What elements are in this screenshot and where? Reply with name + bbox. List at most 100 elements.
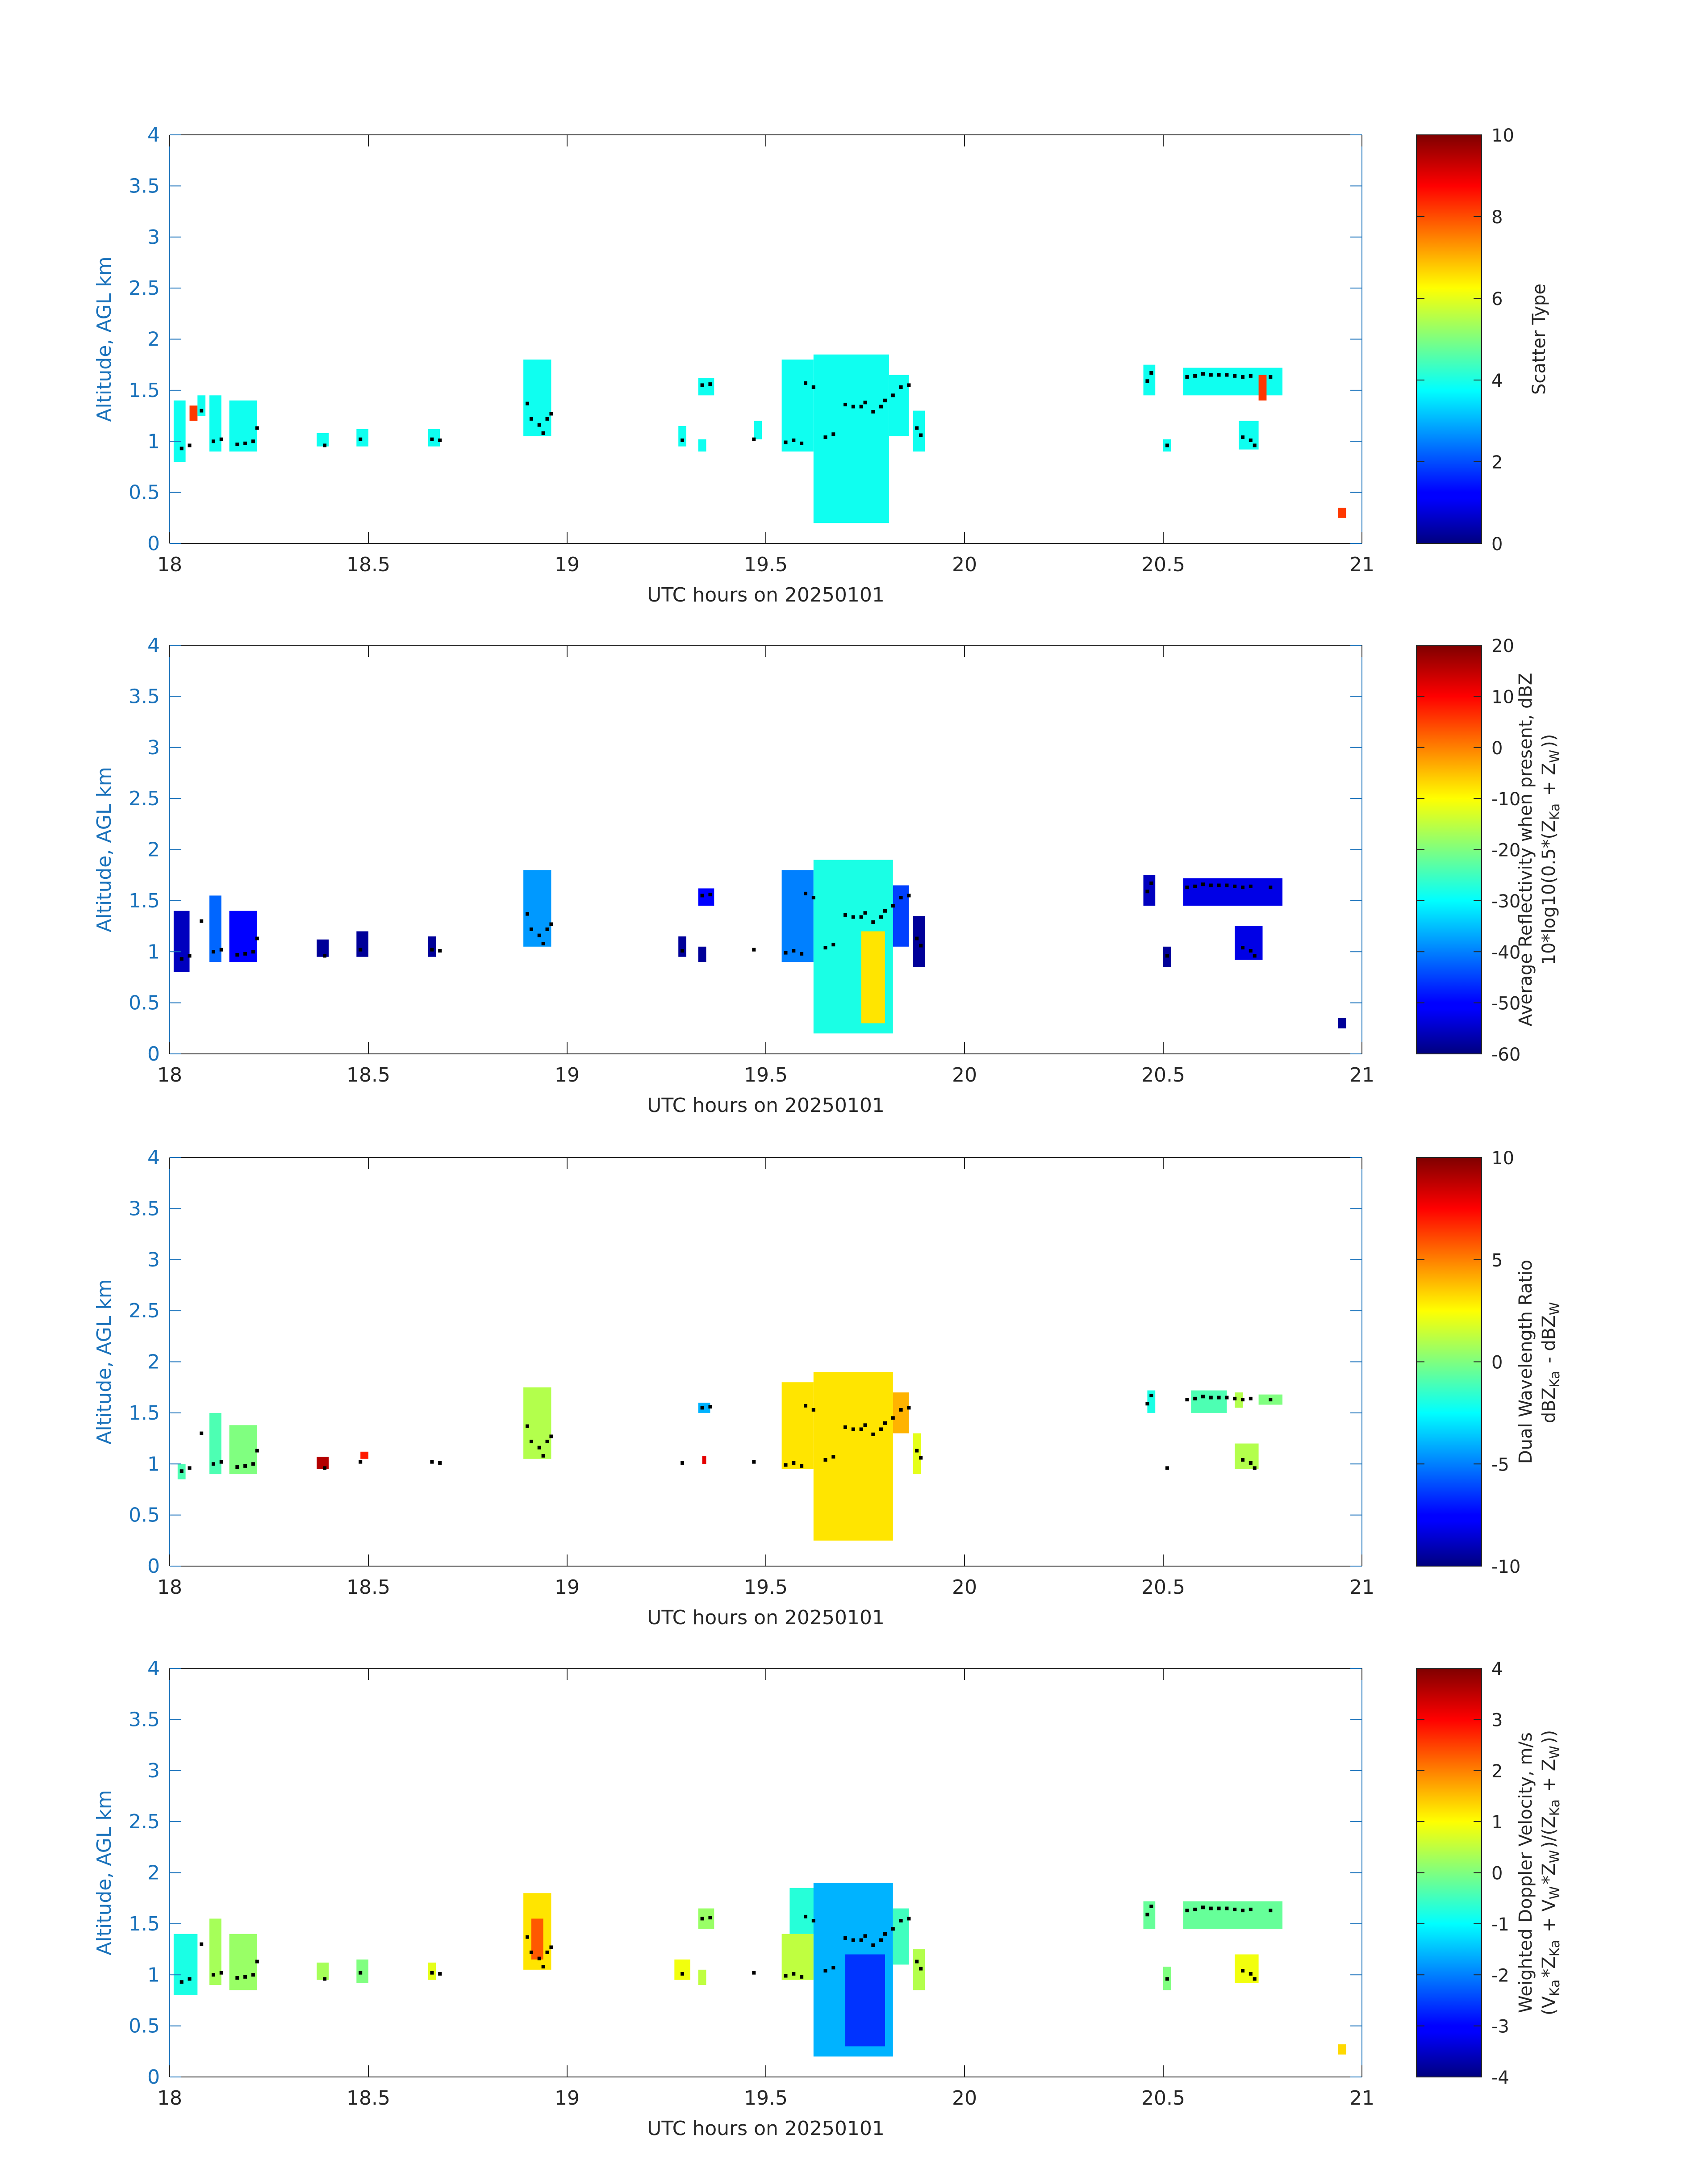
x-tick-label: 20 — [952, 1576, 977, 1599]
y-tick-label: 0 — [147, 1043, 160, 1066]
cloud-base-point — [1253, 1466, 1257, 1470]
cloud-base-point — [784, 440, 788, 444]
cloud-base-point — [1269, 1398, 1273, 1402]
heatmap-cell — [781, 1934, 814, 1980]
cloud-base-point — [545, 417, 549, 421]
heatmap-cell — [173, 1934, 198, 1995]
heatmap-cell — [1183, 878, 1282, 906]
heatmap-cell — [1235, 1392, 1243, 1408]
cloud-base-point — [188, 954, 192, 958]
cloud-base-point — [235, 953, 239, 957]
cloud-base-point — [831, 432, 835, 436]
cloud-base-point — [1249, 438, 1253, 442]
cloud-base-point — [831, 1966, 835, 1970]
cloud-base-point — [200, 409, 204, 413]
heatmap-cell — [356, 429, 368, 447]
cloud-base-point — [708, 1405, 712, 1409]
cloud-base-point — [1249, 1396, 1253, 1400]
heatmap-cell — [209, 895, 221, 962]
y-tick-label: 4 — [147, 1146, 160, 1169]
colorbar-tick-label: -10 — [1491, 789, 1520, 810]
heatmap-cell — [197, 395, 206, 416]
cloud-base-markers — [180, 1393, 1273, 1473]
cloud-base-point — [700, 894, 704, 898]
y-tick-label: 2.5 — [129, 787, 160, 810]
cloud-base-point — [1225, 1396, 1229, 1400]
cloud-base-point — [899, 896, 903, 900]
cloud-base-point — [859, 1938, 863, 1942]
cloud-base-point — [871, 920, 875, 924]
cloud-base-point — [545, 927, 549, 931]
cloud-base-point — [180, 1469, 184, 1473]
cloud-base-point — [200, 1942, 204, 1946]
cloud-base-point — [1165, 954, 1169, 958]
y-tick-label: 2.5 — [129, 1810, 160, 1833]
heatmap-cell — [893, 1908, 909, 1965]
cloud-base-point — [863, 1934, 867, 1938]
cloud-base-point — [844, 913, 847, 917]
heatmap-cell — [893, 885, 909, 947]
colorbar-label: Scatter Type — [1529, 284, 1549, 395]
heatmap-cell — [317, 433, 329, 447]
cloud-base-point — [1185, 375, 1189, 379]
cloud-base-point — [430, 437, 434, 441]
cloud-base-point — [219, 1460, 223, 1464]
cloud-base-point — [899, 1919, 903, 1923]
cloud-base-markers — [180, 371, 1273, 451]
cloud-base-point — [915, 426, 919, 430]
colorbar-tick-label: 10 — [1491, 1148, 1514, 1169]
cloud-base-point — [1217, 1396, 1221, 1400]
x-tick-label: 19.5 — [744, 1064, 788, 1086]
y-tick-label: 2 — [147, 1351, 160, 1374]
cloud-base-point — [681, 1972, 685, 1976]
cloud-base-point — [907, 1406, 911, 1410]
cloud-base-point — [188, 1977, 192, 1981]
cloud-base-point — [251, 1462, 255, 1466]
cloud-base-point — [804, 381, 807, 385]
x-tick-label: 18 — [157, 2087, 182, 2110]
cloud-base-point — [907, 894, 911, 898]
heatmap-cell — [189, 405, 198, 421]
cloud-base-point — [1165, 1466, 1169, 1470]
colorbar-tick-label: 0 — [1491, 534, 1503, 555]
cloud-base-point — [1241, 1398, 1244, 1402]
x-tick-label: 19.5 — [744, 2087, 788, 2110]
cloud-base-point — [1249, 884, 1253, 888]
heatmap-cell — [1338, 2044, 1346, 2055]
heatmap-cell — [173, 911, 190, 972]
cloud-base-point — [438, 438, 442, 442]
heatmap-cell — [1183, 368, 1282, 396]
colorbar-tick-label: 20 — [1491, 636, 1514, 656]
heatmap-cell — [356, 931, 368, 957]
cloud-base-point — [529, 1439, 533, 1443]
cloud-base-point — [1241, 1909, 1244, 1913]
cloud-base-point — [804, 891, 807, 895]
cloud-base-point — [792, 1461, 796, 1465]
cloud-base-point — [915, 1960, 919, 1964]
x-tick-label: 20.5 — [1141, 553, 1185, 576]
heatmap-cells — [177, 1372, 1282, 1541]
heatmap-cell — [209, 1412, 221, 1475]
cloud-base-point — [537, 1446, 541, 1450]
cloud-base-point — [891, 393, 895, 397]
cloud-base-point — [800, 1975, 804, 1979]
y-tick-label: 4 — [147, 124, 160, 146]
cloud-base-point — [188, 1466, 192, 1470]
colorbar-label: Average Reflectivity when present, dBZ — [1516, 673, 1536, 1026]
y-axis-label: Altitude, AGL km — [93, 767, 116, 932]
colorbar-tick-label: 6 — [1491, 289, 1503, 309]
heatmap-cell — [861, 931, 885, 1024]
cloud-base-point — [752, 437, 756, 441]
heatmap-cell — [781, 1382, 814, 1469]
colorbar-tick-label: 5 — [1491, 1250, 1503, 1271]
colorbar-tick-label: 3 — [1491, 1710, 1503, 1730]
cloud-base-point — [529, 1950, 533, 1954]
cloud-base-point — [1249, 1461, 1253, 1465]
y-tick-label: 0.5 — [129, 1504, 160, 1527]
heatmap-cell — [523, 1387, 551, 1459]
cloud-base-point — [871, 1943, 875, 1947]
cloud-base-point — [243, 952, 247, 956]
cloud-base-point — [1201, 882, 1205, 886]
